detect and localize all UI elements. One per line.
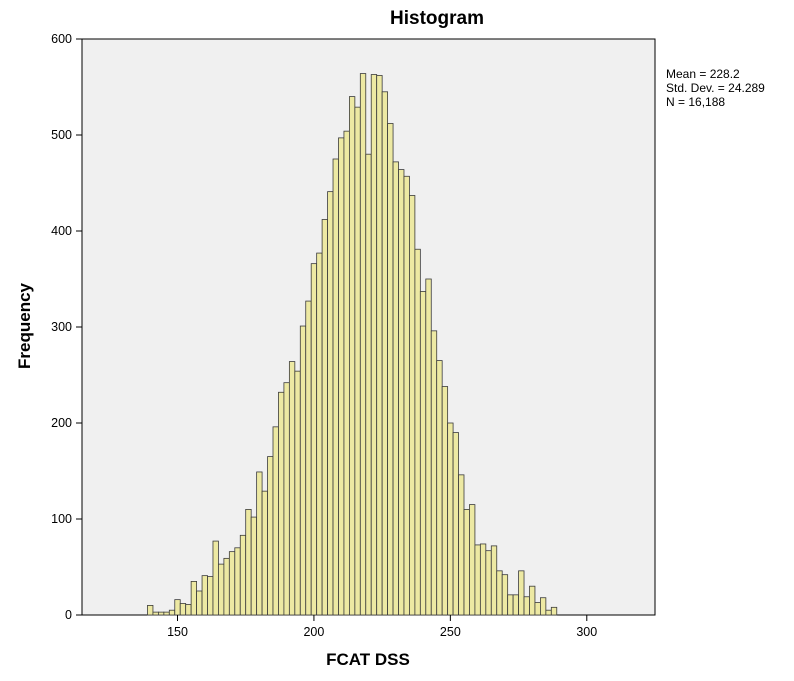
histogram-bar bbox=[163, 611, 170, 616]
histogram-bar bbox=[278, 391, 285, 616]
histogram-bar bbox=[540, 597, 547, 616]
stat-std-dev: Std. Dev. = 24.289 bbox=[666, 81, 765, 95]
histogram-bar bbox=[168, 609, 176, 616]
histogram-bar bbox=[256, 471, 263, 616]
histogram-bar bbox=[409, 195, 416, 616]
histogram-bar bbox=[507, 594, 514, 616]
y-tick-label: 0 bbox=[65, 608, 72, 622]
histogram-bar bbox=[458, 474, 465, 616]
histogram-bar bbox=[529, 585, 536, 616]
histogram-bar bbox=[392, 161, 399, 616]
histogram-bar bbox=[147, 605, 154, 616]
histogram-bar bbox=[452, 432, 459, 616]
histogram-bar bbox=[370, 74, 378, 616]
histogram-bar bbox=[305, 300, 312, 616]
bars-group bbox=[147, 73, 558, 616]
histogram-bar bbox=[272, 426, 279, 616]
histogram-bar bbox=[490, 545, 498, 616]
histogram-bar bbox=[365, 153, 372, 616]
histogram-bar bbox=[316, 252, 323, 616]
histogram-bar bbox=[218, 563, 225, 616]
histogram-bar bbox=[376, 75, 383, 616]
y-tick-label: 100 bbox=[51, 512, 72, 526]
x-tick-label: 250 bbox=[440, 625, 461, 639]
histogram-bar bbox=[523, 596, 530, 616]
histogram-bar bbox=[179, 603, 187, 616]
histogram-bar bbox=[430, 330, 438, 616]
histogram-bar bbox=[174, 599, 181, 616]
histogram-bar bbox=[207, 576, 214, 616]
histogram-bar bbox=[479, 543, 487, 616]
histogram-bar bbox=[398, 169, 405, 616]
histogram-bar bbox=[234, 547, 241, 616]
histogram-bar bbox=[403, 175, 410, 616]
y-tick-label: 200 bbox=[51, 416, 72, 430]
histogram-bar bbox=[348, 96, 356, 616]
histogram-bar bbox=[267, 456, 274, 616]
histogram-bar bbox=[534, 602, 541, 616]
histogram-bar bbox=[152, 611, 159, 616]
histogram-bar bbox=[343, 130, 350, 616]
histogram-bar bbox=[185, 604, 192, 616]
histogram-bar bbox=[327, 191, 334, 616]
histogram-bar bbox=[381, 91, 389, 616]
histogram-bar bbox=[212, 540, 219, 616]
histogram-bar bbox=[518, 570, 525, 616]
histogram-bar bbox=[294, 370, 301, 616]
x-tick-label: 200 bbox=[303, 625, 324, 639]
histogram-bar bbox=[485, 550, 492, 616]
chart-title: Histogram bbox=[390, 8, 484, 29]
histogram-bar bbox=[332, 158, 339, 616]
histogram-bar bbox=[469, 504, 476, 616]
histogram-bar bbox=[310, 263, 318, 616]
histogram-bar bbox=[501, 574, 509, 616]
y-tick-label: 500 bbox=[51, 128, 72, 142]
histogram-bar bbox=[157, 611, 165, 616]
stat-mean: Mean = 228.2 bbox=[666, 67, 740, 81]
histogram-bar bbox=[338, 137, 345, 616]
histogram-bar bbox=[447, 422, 454, 616]
histogram-bar bbox=[354, 106, 361, 616]
histogram-bar bbox=[321, 219, 328, 616]
histogram-bar bbox=[299, 325, 307, 616]
histogram-bar bbox=[288, 361, 296, 616]
histogram-bar bbox=[201, 575, 208, 616]
histogram-bar bbox=[512, 594, 519, 616]
histogram-bar bbox=[425, 278, 432, 616]
histogram-bar bbox=[414, 248, 421, 616]
histogram-bar bbox=[228, 551, 236, 616]
histogram-bar bbox=[245, 508, 252, 616]
histogram-bar bbox=[436, 360, 443, 616]
histogram-bar bbox=[223, 557, 230, 616]
histogram-bar bbox=[441, 386, 449, 616]
histogram-bar bbox=[474, 544, 481, 616]
histogram-bar bbox=[239, 534, 247, 616]
histogram-bar bbox=[359, 73, 367, 616]
y-tick-label: 600 bbox=[51, 32, 72, 46]
histogram-bar bbox=[190, 581, 197, 616]
histogram-bar bbox=[196, 590, 203, 616]
y-axis: 0 100 200 300 400 500 600 bbox=[51, 32, 82, 622]
histogram-bar bbox=[283, 382, 290, 616]
x-axis: 150 200 250 300 bbox=[167, 615, 597, 639]
histogram-bar bbox=[545, 609, 552, 616]
y-tick-label: 300 bbox=[51, 320, 72, 334]
histogram-bar bbox=[250, 516, 258, 616]
histogram-bar bbox=[261, 490, 268, 616]
histogram-bar bbox=[496, 570, 503, 616]
x-tick-label: 300 bbox=[576, 625, 597, 639]
x-axis-title: FCAT DSS bbox=[326, 650, 410, 669]
x-tick-label: 150 bbox=[167, 625, 188, 639]
histogram-bar bbox=[419, 291, 427, 616]
histogram-bar bbox=[387, 123, 394, 616]
y-tick-label: 400 bbox=[51, 224, 72, 238]
histogram-bar bbox=[463, 508, 470, 616]
stat-n: N = 16,188 bbox=[666, 95, 725, 109]
y-axis-title: Frequency bbox=[15, 282, 34, 369]
histogram-bar bbox=[550, 606, 558, 616]
